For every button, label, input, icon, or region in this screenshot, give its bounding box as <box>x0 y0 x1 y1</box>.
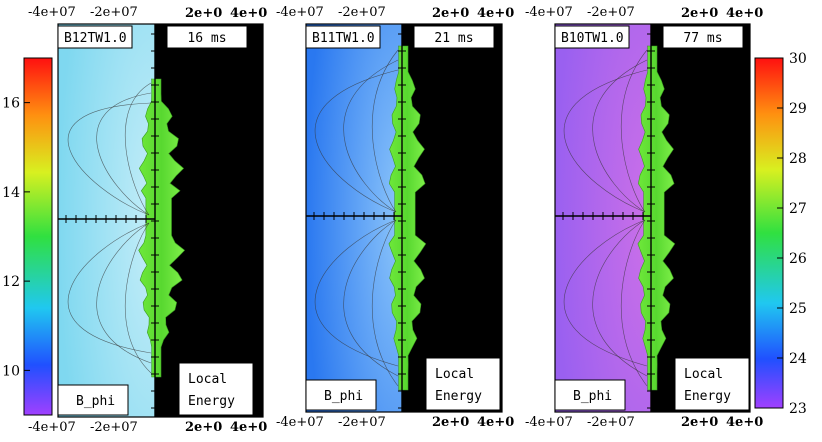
x-tick-label-top: 4e+0 <box>726 6 763 21</box>
time-label-box <box>413 25 495 49</box>
colorbar-tick-label: 30 <box>789 51 807 67</box>
energy-label-line1: Local <box>684 367 723 382</box>
x-tick-label-bottom: -4e+07 <box>276 415 324 430</box>
energy-region <box>155 24 263 417</box>
colorbar-tick-label: 14 <box>2 185 20 201</box>
energy-region <box>651 24 750 412</box>
contour-line <box>314 69 399 367</box>
x-tick-label-top: -4e+07 <box>525 5 573 20</box>
energy-region <box>402 24 502 412</box>
panel-frame <box>305 23 503 413</box>
panel-1: -4e+07 -2e+07 2e+0 4e+0 -4e+07 -2e+07 2e+0 4e+0… <box>2 5 267 435</box>
energy-label-box <box>178 362 254 416</box>
bphi-label: B_phi <box>76 394 115 409</box>
x-tick-label-bottom: 4e+0 <box>230 420 267 435</box>
x-tick-label-top: -2e+07 <box>587 5 635 20</box>
colorbar-tick-label: 12 <box>2 274 20 290</box>
time-label: 16 ms <box>187 31 226 46</box>
contour-line <box>563 69 648 367</box>
bphi-label-box <box>305 379 377 411</box>
contour-line <box>67 102 152 354</box>
x-tick-label-bottom: 2e+0 <box>681 415 718 430</box>
colorbar-tick-label: 25 <box>789 301 807 317</box>
energy-label-box <box>674 357 750 411</box>
model-label-box <box>57 25 133 49</box>
bphi-label: B_phi <box>573 389 612 404</box>
x-tick-label-bottom: -2e+07 <box>587 415 635 430</box>
x-tick-label-bottom: 2e+0 <box>432 415 469 430</box>
energy-label-line1: Local <box>435 367 474 382</box>
colorbar-tick-label: 28 <box>789 151 807 167</box>
energy-label-line2: Energy <box>684 389 731 404</box>
panel-frame <box>57 23 264 418</box>
bphi-label: B_phi <box>324 389 363 404</box>
model-label: B11TW1.0 <box>312 31 375 46</box>
bphi-label-box <box>57 384 129 416</box>
x-tick-label-top: 4e+0 <box>477 6 514 21</box>
x-tick-label-top: 2e+0 <box>681 6 718 21</box>
panel-frame <box>554 23 751 413</box>
colorbar-tick-label: 10 <box>2 363 20 379</box>
colorbar-tick-label: 23 <box>789 401 807 417</box>
x-tick-label-top: 2e+0 <box>185 6 222 21</box>
model-label: B10TW1.0 <box>561 31 624 46</box>
x-tick-label-top: -4e+07 <box>276 5 324 20</box>
model-label-box <box>554 25 630 49</box>
energy-label-line2: Energy <box>435 389 482 404</box>
panel-2: -4e+07 -2e+07 2e+0 4e+0 -4e+07 -2e+07 2e+0 4e+0… <box>276 5 514 430</box>
colorbar-gradient <box>23 57 53 416</box>
jet-outflow <box>138 78 186 378</box>
energy-label-line1: Local <box>188 372 227 387</box>
x-tick-label-bottom: 4e+0 <box>726 415 763 430</box>
x-tick-label-bottom: 2e+0 <box>185 420 222 435</box>
x-tick-label-bottom: -2e+07 <box>338 415 386 430</box>
colorbar-tick-label: 26 <box>789 251 807 267</box>
colorbar-tick-label: 16 <box>2 96 20 112</box>
colorbar-tick-label: 29 <box>789 101 807 117</box>
model-label-box <box>305 25 381 49</box>
colorbar: 23 24 25 26 27 28 29 30 <box>754 51 807 417</box>
x-tick-label-top: -4e+07 <box>28 5 76 20</box>
time-label: 21 ms <box>434 31 473 46</box>
bphi-label-box <box>554 379 626 411</box>
x-tick-label-top: 4e+0 <box>230 6 267 21</box>
x-tick-label-top: -2e+07 <box>338 5 386 20</box>
model-label: B12TW1.0 <box>64 31 127 46</box>
x-tick-label-bottom: -2e+07 <box>90 420 138 435</box>
x-tick-label-top: -2e+07 <box>90 5 138 20</box>
x-tick-label-bottom: 4e+0 <box>477 415 514 430</box>
colorbar: 10 12 14 16 <box>2 57 53 416</box>
time-label-box <box>166 25 248 49</box>
energy-label-line2: Energy <box>188 394 235 409</box>
contour-line <box>96 92 152 364</box>
jet-outflow <box>388 45 427 391</box>
panel-3: -4e+07 -2e+07 2e+0 4e+0 -4e+07 -2e+07 2e+0 4e+0… <box>525 5 807 430</box>
time-label-box <box>662 25 744 49</box>
x-tick-label-bottom: -4e+07 <box>28 420 76 435</box>
x-tick-label-bottom: -4e+07 <box>525 415 573 430</box>
colorbar-gradient <box>754 57 784 409</box>
time-label: 77 ms <box>683 31 722 46</box>
colorbar-tick-label: 24 <box>789 351 807 367</box>
colorbar-tick-label: 27 <box>789 201 807 217</box>
x-tick-label-top: 2e+0 <box>432 6 469 21</box>
jet-outflow <box>637 45 676 391</box>
energy-label-box <box>425 357 501 411</box>
